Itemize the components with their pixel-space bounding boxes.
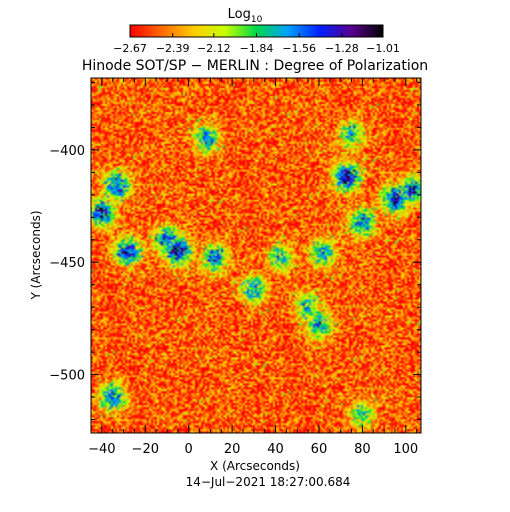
- x-tick-label: −40: [88, 442, 115, 457]
- x-axis-label: X (Arcseconds): [210, 459, 300, 473]
- y-tick-label: −450: [49, 256, 85, 271]
- colorbar-ticks: −2.67 −2.39 −2.12 −1.84 −1.56 −1.28 −1.01: [113, 33, 400, 55]
- colorbar-tick-label: −2.67: [113, 42, 147, 55]
- x-tick-label: 0: [185, 442, 193, 457]
- plot-frame: [90, 77, 422, 434]
- colorbar-tick-label: −1.28: [325, 42, 359, 55]
- colorbar-tick-label: −1.56: [282, 42, 316, 55]
- x-axis: −40 −20 0 20 40 60 80 100: [88, 78, 418, 457]
- x-tick-label: 100: [393, 442, 418, 457]
- colorbar-tick-label: −2.12: [197, 42, 231, 55]
- colorbar-tick-label: −1.01: [366, 42, 400, 55]
- x-tick-label: −20: [132, 442, 159, 457]
- y-tick-label: −500: [49, 369, 85, 384]
- plot-area: −40 −20 0 20 40 60 80 100 −400 −450 −500: [49, 77, 422, 457]
- x-tick-label: 20: [224, 442, 241, 457]
- x-tick-label: 60: [311, 442, 328, 457]
- colorbar-title: Log10: [228, 7, 263, 25]
- chart-title: Hinode SOT/SP − MERLIN : Degree of Polar…: [82, 58, 428, 74]
- colorbar: Log10 −2.67 −2.39 −2.12 −1.84 −1.56 −1.28 −1.0…: [113, 7, 400, 55]
- colorbar-tick-label: −2.39: [156, 42, 190, 55]
- x-tick-label: 80: [354, 442, 371, 457]
- x-tick-label: 40: [267, 442, 284, 457]
- timestamp: 14−Jul−2021 18:27:00.684: [186, 475, 351, 489]
- polarization-heatmap: [91, 78, 421, 433]
- y-tick-label: −400: [49, 144, 85, 159]
- colorbar-tick-label: −1.84: [240, 42, 274, 55]
- y-axis-label: Y (Arcseconds): [29, 210, 43, 300]
- y-axis: −400 −450 −500: [49, 81, 421, 421]
